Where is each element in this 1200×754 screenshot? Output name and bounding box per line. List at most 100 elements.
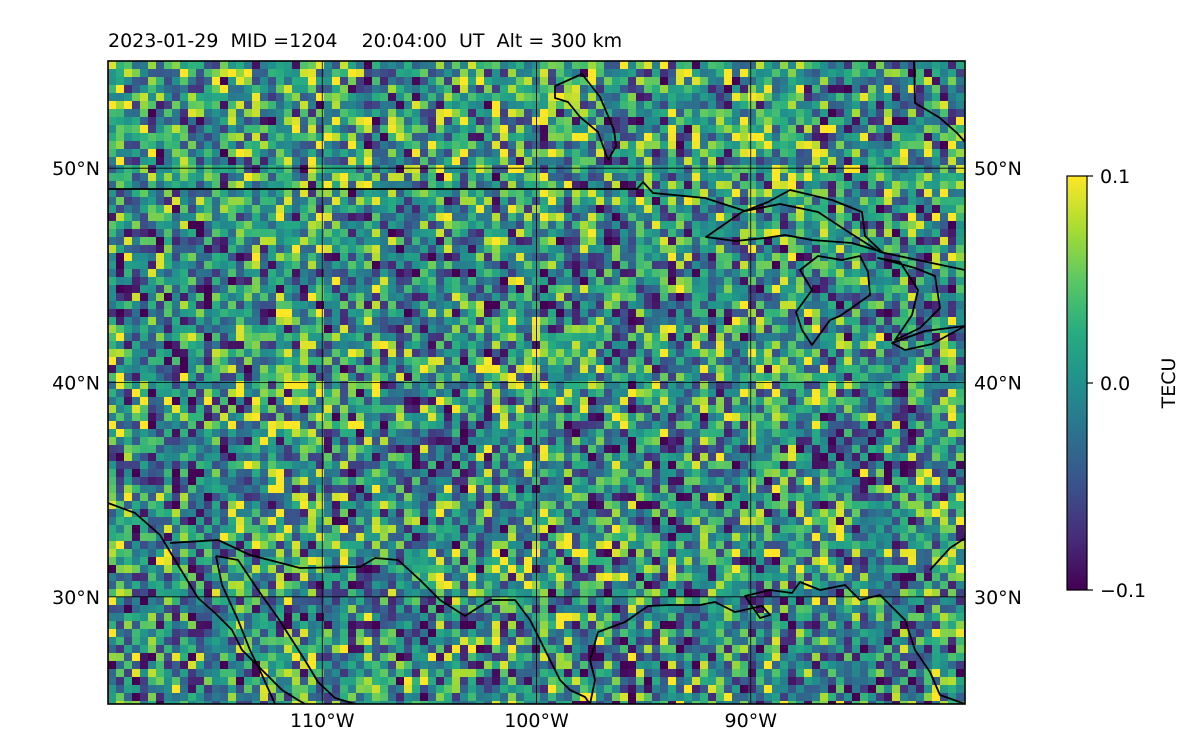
heat-cell — [692, 205, 700, 213]
heat-cell — [452, 397, 460, 405]
heat-cell — [292, 389, 300, 397]
heat-cell — [276, 85, 284, 93]
heat-cell — [628, 133, 636, 141]
heat-cell — [588, 165, 596, 173]
heat-cell — [348, 349, 356, 357]
heat-cell — [484, 397, 492, 405]
heat-cell — [820, 317, 828, 325]
heat-cell — [188, 165, 196, 173]
heat-cell — [372, 397, 380, 405]
heat-cell — [756, 293, 764, 301]
heat-cell — [628, 277, 636, 285]
heat-cell — [268, 93, 276, 101]
heat-cell — [148, 85, 156, 93]
heat-cell — [484, 117, 492, 125]
heat-cell — [644, 173, 652, 181]
heat-cell — [796, 125, 804, 133]
heat-cell — [444, 397, 452, 405]
heat-cell — [620, 397, 628, 405]
heat-cell — [596, 125, 604, 133]
heat-cell — [156, 229, 164, 237]
heat-cell — [116, 373, 124, 381]
heat-cell — [436, 349, 444, 357]
heat-cell — [740, 173, 748, 181]
heat-cell — [236, 69, 244, 77]
heat-cell — [524, 221, 532, 229]
heat-cell — [956, 61, 964, 69]
heat-cell — [860, 397, 868, 405]
heat-cell — [300, 293, 308, 301]
heat-cell — [220, 205, 228, 213]
heat-cell — [108, 101, 116, 109]
heat-cell — [300, 141, 308, 149]
heat-cell — [860, 269, 868, 277]
heat-cell — [708, 421, 716, 429]
heat-cell — [548, 93, 556, 101]
heat-cell — [796, 317, 804, 325]
heat-cell — [620, 61, 628, 69]
heat-cell — [708, 173, 716, 181]
heat-cell — [868, 101, 876, 109]
heat-cell — [340, 213, 348, 221]
heat-cell — [900, 205, 908, 213]
heat-cell — [508, 253, 516, 261]
heat-cell — [756, 237, 764, 245]
heat-cell — [516, 229, 524, 237]
heat-cell — [572, 421, 580, 429]
heat-cell — [172, 421, 180, 429]
heat-cell — [548, 173, 556, 181]
heat-cell — [372, 341, 380, 349]
heat-cell — [124, 309, 132, 317]
heat-cell — [876, 85, 884, 93]
heat-cell — [108, 245, 116, 253]
heat-cell — [660, 373, 668, 381]
heat-cell — [908, 205, 916, 213]
heat-cell — [852, 261, 860, 269]
heat-cell — [684, 189, 692, 197]
heat-cell — [276, 117, 284, 125]
heat-cell — [948, 405, 956, 413]
heat-cell — [708, 165, 716, 173]
heat-cell — [308, 69, 316, 77]
heat-cell — [124, 397, 132, 405]
heat-cell — [236, 277, 244, 285]
heat-cell — [652, 301, 660, 309]
heat-cell — [524, 181, 532, 189]
heat-cell — [676, 397, 684, 405]
heat-cell — [340, 141, 348, 149]
heat-cell — [916, 365, 924, 373]
heat-cell — [724, 269, 732, 277]
heat-cell — [948, 317, 956, 325]
heat-cell — [388, 309, 396, 317]
heat-cell — [740, 333, 748, 341]
heat-cell — [428, 237, 436, 245]
heat-cell — [204, 125, 212, 133]
heat-cell — [836, 157, 844, 165]
heat-cell — [452, 85, 460, 93]
heat-cell — [892, 229, 900, 237]
heat-cell — [292, 381, 300, 389]
heat-cell — [596, 317, 604, 325]
heat-cell — [348, 149, 356, 157]
heat-cell — [340, 85, 348, 93]
heat-cell — [804, 85, 812, 93]
heat-cell — [428, 173, 436, 181]
heat-cell — [884, 205, 892, 213]
heat-cell — [796, 413, 804, 421]
heat-cell — [108, 133, 116, 141]
heat-cell — [348, 189, 356, 197]
heat-cell — [724, 237, 732, 245]
heat-cell — [460, 221, 468, 229]
heat-cell — [948, 157, 956, 165]
heat-cell — [828, 365, 836, 373]
heat-cell — [876, 357, 884, 365]
heat-cell — [740, 133, 748, 141]
heat-cell — [116, 213, 124, 221]
heat-cell — [116, 285, 124, 293]
heat-cell — [836, 213, 844, 221]
heat-cell — [212, 285, 220, 293]
heat-cell — [116, 173, 124, 181]
heat-cell — [508, 189, 516, 197]
heat-cell — [956, 101, 964, 109]
heat-cell — [756, 381, 764, 389]
